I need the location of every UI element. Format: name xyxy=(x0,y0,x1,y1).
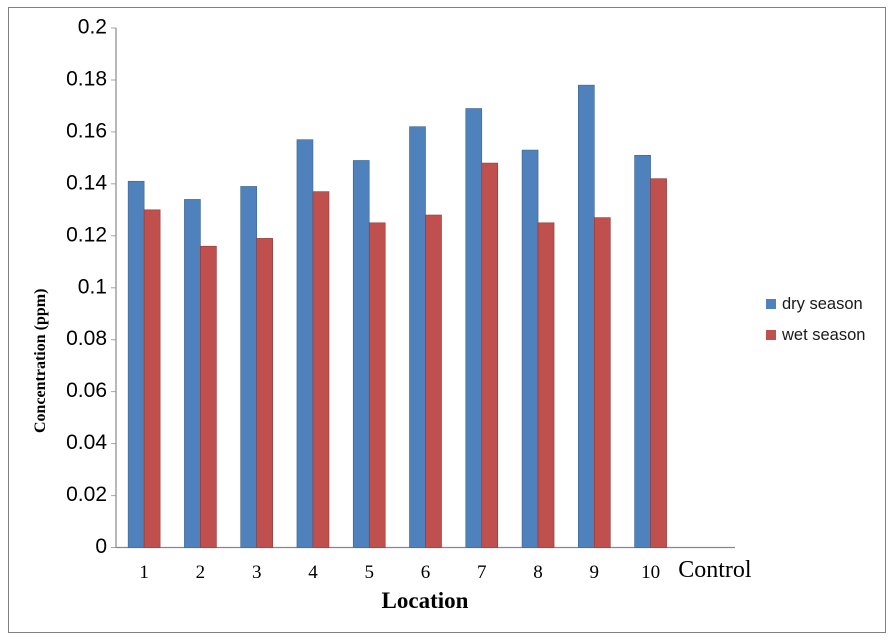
svg-text:0.2: 0.2 xyxy=(78,16,107,39)
svg-text:8: 8 xyxy=(533,562,543,583)
svg-text:3: 3 xyxy=(252,562,262,583)
svg-text:1: 1 xyxy=(139,562,149,583)
svg-text:4: 4 xyxy=(308,562,318,583)
svg-text:0.02: 0.02 xyxy=(66,483,107,506)
svg-text:Control: Control xyxy=(678,557,752,583)
svg-text:10: 10 xyxy=(641,562,660,583)
svg-text:0.12: 0.12 xyxy=(66,223,107,246)
svg-text:0.18: 0.18 xyxy=(66,68,107,91)
svg-text:0: 0 xyxy=(95,535,107,558)
svg-text:0.08: 0.08 xyxy=(66,327,107,350)
svg-text:0.16: 0.16 xyxy=(66,119,107,142)
svg-text:7: 7 xyxy=(477,562,487,583)
svg-text:9: 9 xyxy=(590,562,600,583)
svg-text:0.1: 0.1 xyxy=(78,275,107,298)
svg-text:2: 2 xyxy=(196,562,206,583)
svg-text:0.14: 0.14 xyxy=(66,171,107,194)
svg-text:0.04: 0.04 xyxy=(66,431,107,454)
svg-text:6: 6 xyxy=(421,562,431,583)
svg-text:0.06: 0.06 xyxy=(66,379,107,402)
svg-text:5: 5 xyxy=(364,562,374,583)
